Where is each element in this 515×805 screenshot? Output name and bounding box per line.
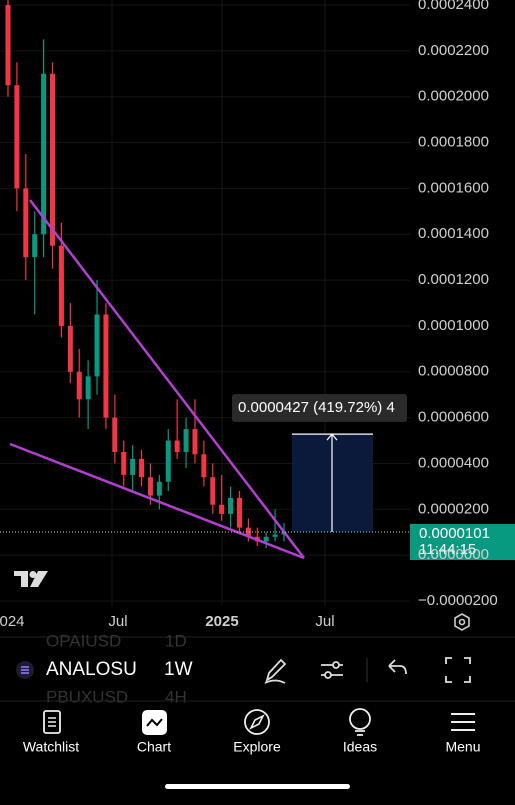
y-tick-label: 0.0001200 [418, 271, 489, 288]
nav-label: Menu [445, 739, 480, 755]
nav-label: Ideas [343, 739, 377, 755]
y-tick-label: 0.0001600 [418, 179, 489, 196]
candle-body [210, 477, 216, 505]
candle-body [165, 440, 171, 482]
y-tick-label: 0.0002400 [418, 0, 489, 13]
candle-body [130, 458, 136, 475]
symbol[interactable]: ANALOSU [46, 659, 137, 680]
nav-label: Explore [233, 739, 281, 755]
fullscreen-icon[interactable] [445, 657, 471, 683]
candle-body [156, 481, 162, 496]
undo-icon[interactable] [388, 659, 407, 675]
nav-label: Watchlist [23, 739, 79, 755]
symbol-icon [16, 661, 34, 679]
candle-body [139, 458, 145, 478]
ghost-symbol: PBUXUSD [46, 687, 128, 706]
y-tick-label: 0.0002000 [418, 88, 489, 105]
candle-body [67, 325, 73, 372]
candle-body [112, 417, 118, 452]
nav-chart[interactable]: Chart [137, 710, 171, 755]
x-tick-label: Jul [108, 613, 127, 630]
candle-body [147, 477, 153, 496]
ghost-symbol: OPAIUSD [46, 631, 121, 650]
candle-body [174, 440, 180, 452]
y-tick-label: 0.0000200 [418, 500, 489, 517]
y-tick-label: 0.0000400 [418, 454, 489, 471]
settings-icon[interactable] [454, 613, 470, 631]
x-tick-label: 2025 [205, 613, 238, 630]
y-tick-label: 0.0000600 [418, 409, 489, 426]
candle-body [50, 73, 56, 246]
candle-body [76, 371, 82, 400]
candle-body [85, 376, 91, 400]
nav-menu[interactable]: Menu [445, 713, 481, 755]
countdown: 11:44:15 [419, 541, 476, 558]
nav-ideas[interactable]: Ideas [343, 708, 377, 755]
candle-body [228, 497, 234, 514]
y-tick-label: 0.0002200 [418, 42, 489, 59]
candle-body [263, 536, 269, 542]
y-tick-label: −0.0000200 [418, 592, 498, 609]
candle-body [201, 454, 207, 478]
x-tick-label: 024 [0, 613, 25, 630]
y-tick-label: 0.0000000 [418, 546, 489, 563]
y-tick-label: 0.0001000 [418, 317, 489, 334]
candle-body [272, 534, 278, 537]
trendline-upper [29, 199, 305, 559]
y-tick-label: 0.0001800 [418, 134, 489, 151]
candle-body [23, 188, 29, 258]
home-indicator [165, 784, 350, 789]
measure-label: 0.0000427 (419.72%) 4 [238, 399, 395, 416]
trendline-lower [9, 442, 305, 560]
candle-body [236, 497, 242, 528]
measure-label-bg [232, 394, 407, 422]
last-price-label: 0.0000101 [419, 525, 490, 542]
x-tick-label: Jul [315, 613, 334, 630]
nav-label: Chart [137, 739, 171, 755]
candle-body [121, 452, 127, 475]
candle-body [5, 5, 11, 86]
last-price-bg [410, 524, 515, 561]
interval[interactable]: 1W [164, 659, 193, 680]
measure-arrowhead [326, 433, 338, 441]
candles [5, 0, 287, 549]
candle-body [41, 73, 47, 235]
candle-body [14, 85, 20, 189]
tv-logo [14, 571, 48, 587]
nav-watchlist[interactable]: Watchlist [23, 710, 79, 755]
candle-body [219, 504, 225, 514]
y-tick-label: 0.0000800 [418, 363, 489, 380]
draw-icon[interactable] [264, 658, 287, 684]
candle-body [183, 429, 189, 452]
candle-body [103, 314, 109, 418]
nav-explore[interactable]: Explore [233, 709, 281, 755]
candle-body [245, 527, 251, 537]
ghost-interval: 4H [165, 687, 187, 706]
candle-body [192, 429, 198, 455]
ghost-interval: 1D [165, 631, 187, 650]
indicators-icon[interactable] [321, 661, 343, 679]
candle-body [58, 245, 64, 326]
candle-body [32, 234, 38, 258]
y-tick-label: 0.0001400 [418, 225, 489, 242]
candle-body [94, 314, 100, 377]
